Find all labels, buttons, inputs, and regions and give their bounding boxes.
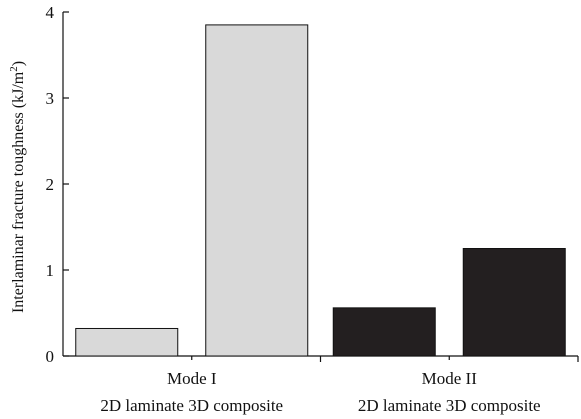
y-tick-label: 3 xyxy=(46,89,55,108)
group-sublabel: 2D laminate 3D composite xyxy=(358,396,541,415)
group-label: Mode II xyxy=(422,369,478,388)
y-tick-label: 1 xyxy=(46,261,55,280)
group-label: Mode I xyxy=(167,369,217,388)
y-axis: 0 1 2 3 4 xyxy=(46,3,69,366)
y-tick-label: 0 xyxy=(46,347,55,366)
bar-mode-i-3d-composite xyxy=(205,24,309,357)
bar-mode-ii-3d-composite xyxy=(462,248,566,357)
bar-mode-ii-2d-laminate xyxy=(332,307,436,357)
bars xyxy=(75,24,566,357)
x-axis xyxy=(63,355,579,362)
y-tick-label: 4 xyxy=(46,3,55,22)
bar-mode-i-2d-laminate xyxy=(75,327,179,357)
group-sublabel: 2D laminate 3D composite xyxy=(100,396,283,415)
x-labels: Mode I 2D laminate 3D composite Mode II 2D … xyxy=(100,369,540,415)
y-axis-label: Interlaminar fracture toughness (kJ/m2) xyxy=(8,61,27,313)
y-tick-label: 2 xyxy=(46,175,55,194)
